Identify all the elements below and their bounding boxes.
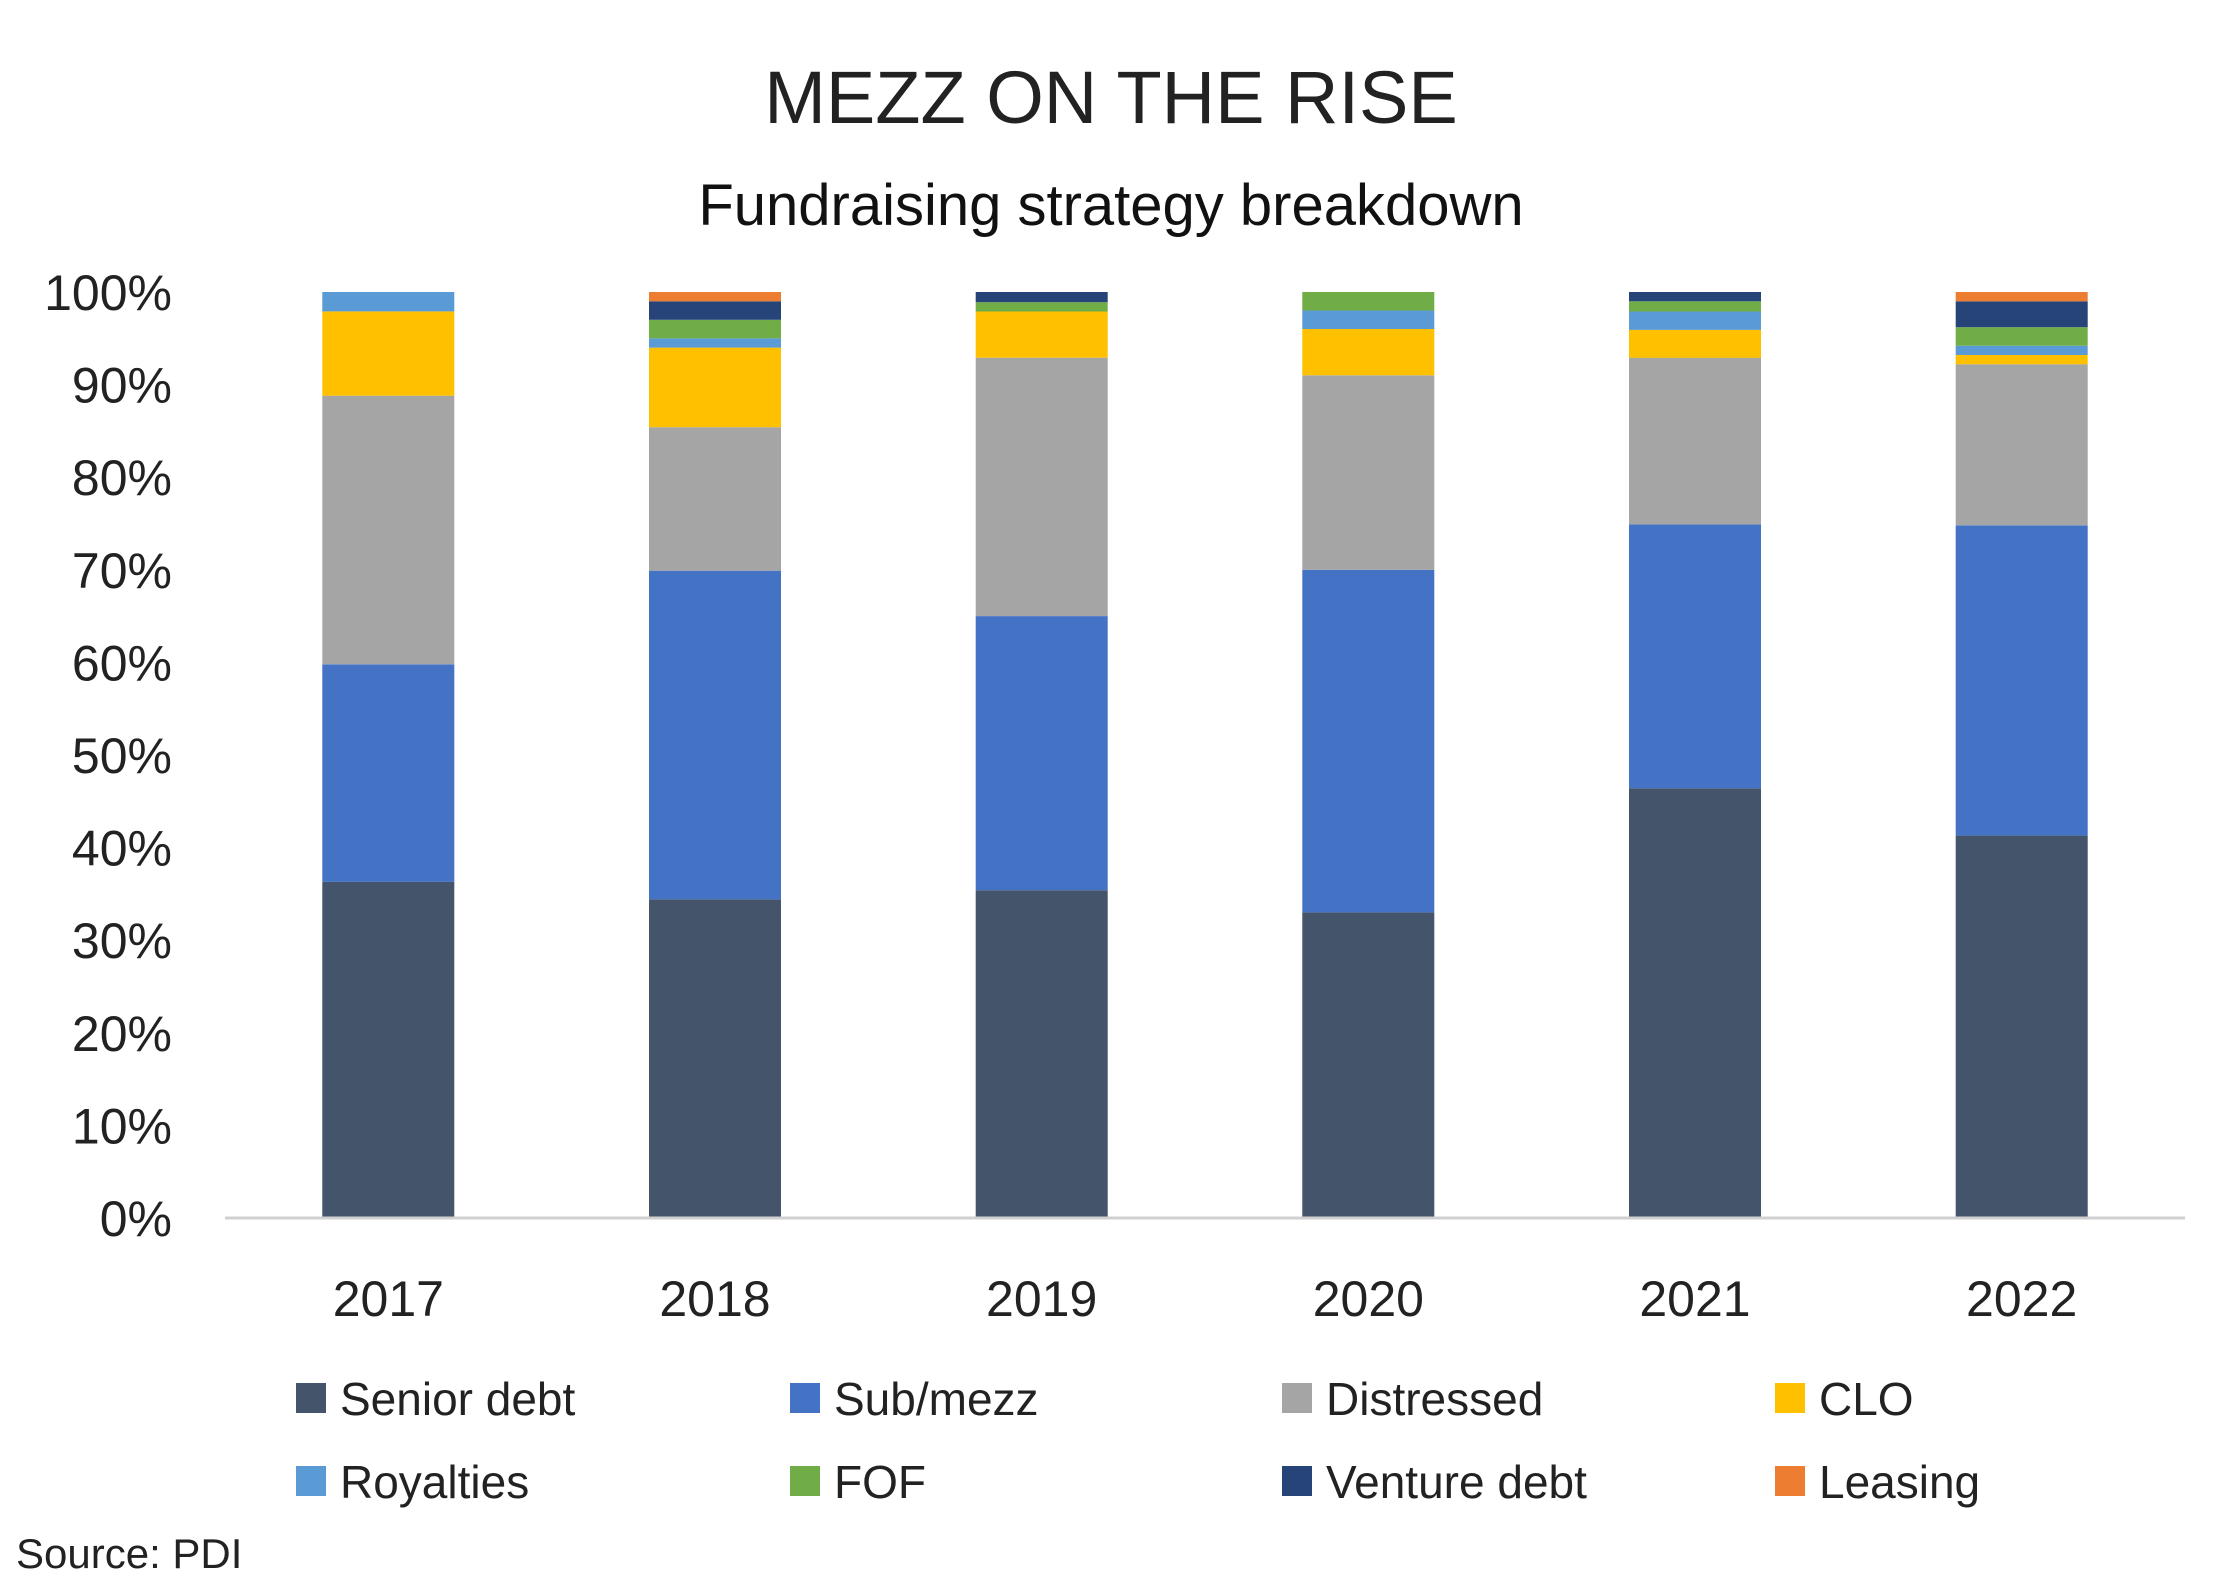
bar-segment-senior-debt-2021 (1629, 788, 1761, 1218)
bar-segment-clo-2019 (975, 311, 1108, 358)
bar-segment-senior-debt-2018 (649, 899, 781, 1218)
bar-segment-royalties-2022 (1955, 345, 2088, 355)
bar-segment-sub-mezz-2019 (975, 616, 1108, 891)
x-tick-label: 2020 (1313, 1271, 1424, 1327)
y-tick-label: 40% (72, 821, 172, 877)
y-tick-label: 50% (72, 728, 172, 784)
bar-segment-distressed-2018 (649, 427, 781, 571)
bar-segment-sub-mezz-2021 (1629, 524, 1761, 789)
y-tick-label: 10% (72, 1098, 172, 1154)
chart-subtitle: Fundraising strategy breakdown (698, 173, 1523, 238)
y-tick-label: 90% (72, 358, 172, 414)
bar-segment-leasing-2018 (649, 292, 781, 302)
bar-segment-senior-debt-2020 (1302, 912, 1435, 1218)
y-tick-label: 100% (44, 265, 172, 321)
bar-segment-venture-debt-2022 (1955, 301, 2088, 328)
bar-segment-venture-debt-2021 (1629, 292, 1761, 302)
legend-label-sub-mezz: Sub/mezz (834, 1373, 1039, 1425)
legend-label-distressed: Distressed (1326, 1373, 1543, 1425)
bar-segment-clo-2021 (1629, 330, 1761, 358)
y-axis-tick-labels: 0% 10% 20% 30% 40% 50% 60% 70% 80% 90% 100% (44, 265, 172, 1247)
y-tick-label: 20% (72, 1006, 172, 1062)
legend-swatch-fof (790, 1466, 820, 1496)
bar-segment-sub-mezz-2017 (322, 664, 455, 882)
legend-label-fof: FOF (834, 1456, 926, 1508)
x-tick-label: 2018 (659, 1271, 770, 1327)
y-tick-label: 70% (72, 543, 172, 599)
bar-segment-clo-2020 (1302, 329, 1435, 376)
x-axis-tick-labels: 2017 2018 2019 2020 2021 2022 (333, 1271, 2078, 1327)
bar-segment-venture-debt-2019 (975, 292, 1108, 303)
legend-swatch-clo (1775, 1383, 1805, 1413)
bar-segment-sub-mezz-2020 (1302, 569, 1435, 913)
bar-segment-distressed-2020 (1302, 375, 1435, 570)
bar-segment-royalties-2018 (649, 338, 781, 348)
legend-label-clo: CLO (1819, 1373, 1914, 1425)
bars (322, 292, 2088, 1218)
legend-swatch-leasing (1775, 1466, 1805, 1496)
legend-swatch-senior-debt (296, 1383, 326, 1413)
x-tick-label: 2021 (1639, 1271, 1750, 1327)
bar-segment-fof-2019 (975, 302, 1108, 312)
legend-swatch-distressed (1282, 1383, 1312, 1413)
legend-swatch-royalties (296, 1466, 326, 1496)
y-tick-label: 30% (72, 913, 172, 969)
bar-segment-fof-2018 (649, 319, 781, 339)
bar-segment-venture-debt-2018 (649, 301, 781, 320)
bar-segment-clo-2017 (322, 311, 455, 396)
bar-segment-distressed-2021 (1629, 357, 1761, 525)
legend-label-senior-debt: Senior debt (340, 1373, 575, 1425)
bar-segment-royalties-2021 (1629, 311, 1761, 330)
bar-segment-distressed-2019 (975, 357, 1108, 617)
source-note: Source: PDI (16, 1530, 242, 1577)
bar-segment-clo-2022 (1955, 355, 2088, 365)
chart-title: MEZZ ON THE RISE (764, 56, 1457, 139)
bar-segment-distressed-2022 (1955, 364, 2088, 526)
bar-segment-sub-mezz-2022 (1955, 525, 2088, 836)
bar-segment-fof-2021 (1629, 301, 1761, 312)
bar-segment-senior-debt-2017 (322, 881, 455, 1218)
bar-segment-senior-debt-2022 (1955, 835, 2088, 1218)
legend-swatch-sub-mezz (790, 1383, 820, 1413)
legend: Senior debt Sub/mezz Distressed CLO Royaltie… (296, 1373, 1980, 1508)
bar-segment-royalties-2020 (1302, 310, 1435, 329)
legend-label-venture-debt: Venture debt (1326, 1456, 1587, 1508)
x-tick-label: 2019 (986, 1271, 1097, 1327)
y-tick-label: 0% (100, 1191, 172, 1247)
bar-segment-distressed-2017 (322, 395, 455, 665)
bar-segment-fof-2022 (1955, 327, 2088, 346)
legend-label-leasing: Leasing (1819, 1456, 1980, 1508)
legend-swatch-venture-debt (1282, 1466, 1312, 1496)
bar-segment-leasing-2022 (1955, 292, 2088, 302)
bar-segment-fof-2020 (1302, 292, 1435, 311)
y-tick-label: 60% (72, 635, 172, 691)
bar-segment-senior-debt-2019 (975, 890, 1108, 1218)
y-tick-label: 80% (72, 450, 172, 506)
x-tick-label: 2017 (333, 1271, 444, 1327)
bar-segment-royalties-2017 (322, 292, 455, 312)
legend-label-royalties: Royalties (340, 1456, 529, 1508)
bar-segment-sub-mezz-2018 (649, 570, 781, 900)
bar-segment-clo-2018 (649, 347, 781, 428)
x-tick-label: 2022 (1966, 1271, 2077, 1327)
